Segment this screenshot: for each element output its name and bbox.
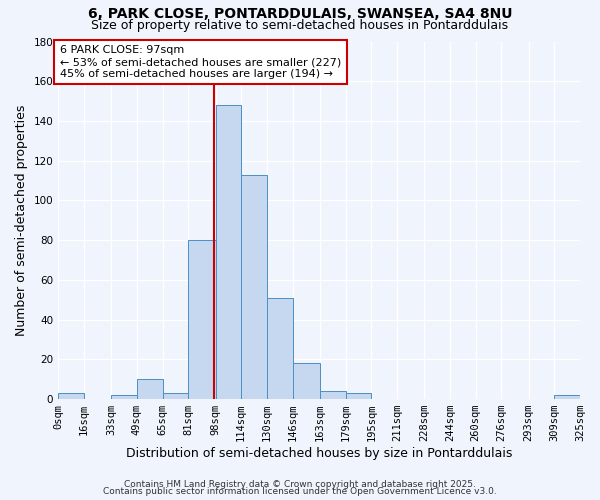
Bar xyxy=(346,393,371,399)
Y-axis label: Number of semi-detached properties: Number of semi-detached properties xyxy=(15,104,28,336)
Text: Contains public sector information licensed under the Open Government Licence v3: Contains public sector information licen… xyxy=(103,487,497,496)
X-axis label: Distribution of semi-detached houses by size in Pontarddulais: Distribution of semi-detached houses by … xyxy=(126,447,512,460)
Bar xyxy=(215,105,241,399)
Bar xyxy=(320,391,346,399)
Text: Size of property relative to semi-detached houses in Pontarddulais: Size of property relative to semi-detach… xyxy=(91,18,509,32)
Bar xyxy=(241,174,267,399)
Bar xyxy=(137,379,163,399)
Bar xyxy=(188,240,215,399)
Text: 6 PARK CLOSE: 97sqm
← 53% of semi-detached houses are smaller (227)
45% of semi-: 6 PARK CLOSE: 97sqm ← 53% of semi-detach… xyxy=(60,46,341,78)
Text: Contains HM Land Registry data © Crown copyright and database right 2025.: Contains HM Land Registry data © Crown c… xyxy=(124,480,476,489)
Bar xyxy=(267,298,293,399)
Bar xyxy=(163,393,188,399)
Bar xyxy=(293,364,320,399)
Bar xyxy=(554,395,580,399)
Bar xyxy=(111,395,137,399)
Bar xyxy=(58,393,84,399)
Text: 6, PARK CLOSE, PONTARDDULAIS, SWANSEA, SA4 8NU: 6, PARK CLOSE, PONTARDDULAIS, SWANSEA, S… xyxy=(88,8,512,22)
